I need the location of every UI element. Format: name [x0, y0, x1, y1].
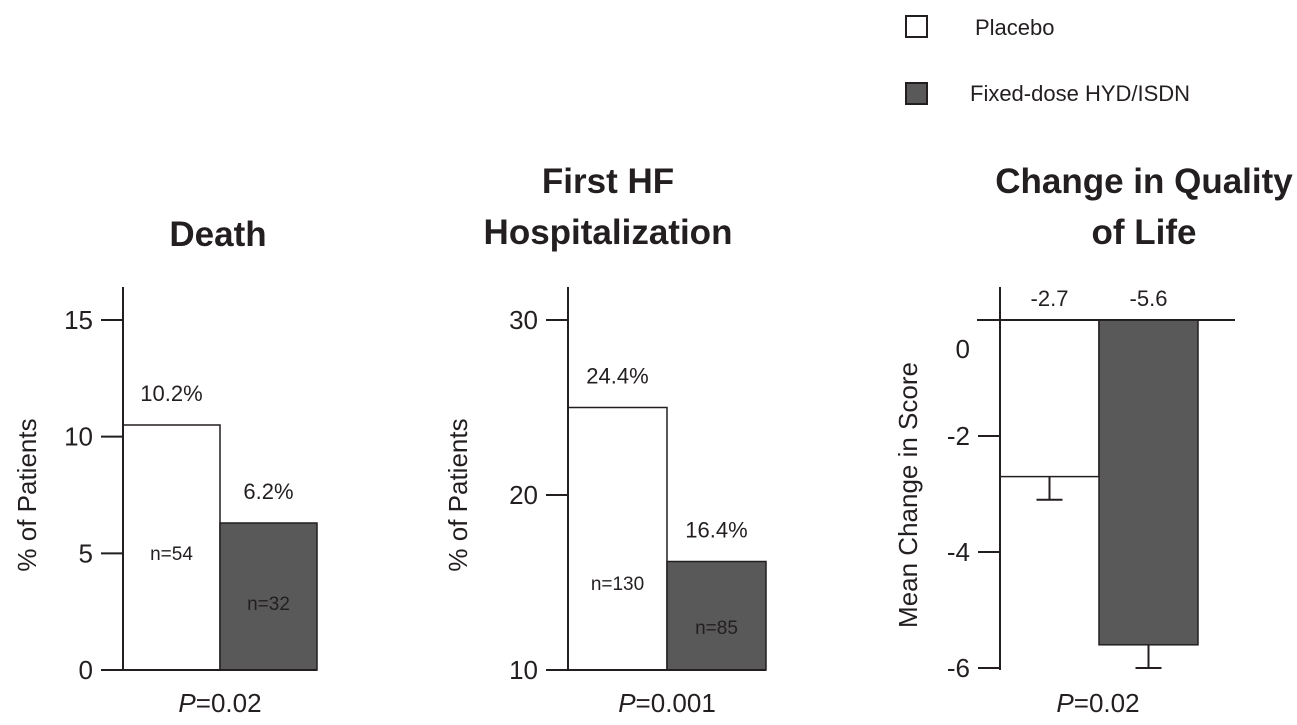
y-tick-label: -2 — [947, 421, 970, 451]
legend-label-placebo: Placebo — [975, 15, 1055, 40]
chart-title-line: Hospitalization — [484, 213, 733, 252]
data-label: 6.2% — [243, 479, 293, 504]
chart-panel-3: Change in Quality of Life Mean Change in S… — [893, 162, 1293, 718]
bar-placebo — [567, 406, 668, 671]
n-label: n=54 — [150, 544, 193, 565]
chart-panel-2: First HF Hospitalization % of Patients 10 20… — [443, 162, 767, 718]
y-tick-label: -4 — [947, 537, 970, 567]
y-tick-label: 10 — [64, 422, 93, 452]
data-label: 16.4% — [685, 518, 747, 543]
n-label: n=85 — [695, 618, 738, 639]
p-value: P=0.001 — [618, 688, 716, 718]
n-label: n=130 — [591, 574, 644, 595]
y-tick-label: 10 — [509, 655, 538, 685]
p-value: P=0.02 — [178, 688, 261, 718]
y-tick-label: 0 — [956, 334, 970, 364]
y-tick-label: 0 — [79, 655, 93, 685]
data-label: 24.4% — [586, 364, 648, 389]
data-label: 10.2% — [140, 381, 202, 406]
bar-treatment — [1098, 319, 1199, 646]
bar-treatment — [219, 522, 318, 671]
legend: Placebo Fixed-dose HYD/ISDN — [905, 15, 1190, 106]
bar-placebo — [999, 319, 1100, 478]
y-tick-label: 15 — [64, 305, 93, 335]
y-tick-label: 5 — [79, 538, 93, 568]
chart-title-line: First HF — [542, 162, 674, 201]
data-label: -2.7 — [1031, 286, 1069, 311]
p-value: P=0.02 — [1056, 688, 1139, 718]
legend-swatch-placebo — [905, 15, 928, 38]
y-tick-label: -6 — [947, 653, 970, 683]
y-axis-label: % of Patients — [443, 418, 473, 571]
n-label: n=32 — [247, 594, 290, 615]
chart-title-line: Death — [169, 215, 266, 254]
y-axis-label: % of Patients — [12, 418, 42, 571]
data-label: -5.6 — [1130, 286, 1168, 311]
bar-treatment — [666, 560, 767, 671]
bar-placebo — [122, 424, 221, 671]
y-tick-label: 30 — [509, 305, 538, 335]
chart-title-line: of Life — [1092, 213, 1197, 252]
y-axis-label: Mean Change in Score — [893, 362, 923, 628]
chart-panel-1: Death % of Patients 0 5 10 15 10.2% 6.2% n=54 n=3… — [12, 215, 318, 718]
legend-label-treatment: Fixed-dose HYD/ISDN — [970, 81, 1190, 106]
y-tick-label: 20 — [509, 480, 538, 510]
chart-title-line: Change in Quality — [995, 162, 1293, 201]
legend-swatch-treatment — [905, 82, 928, 105]
